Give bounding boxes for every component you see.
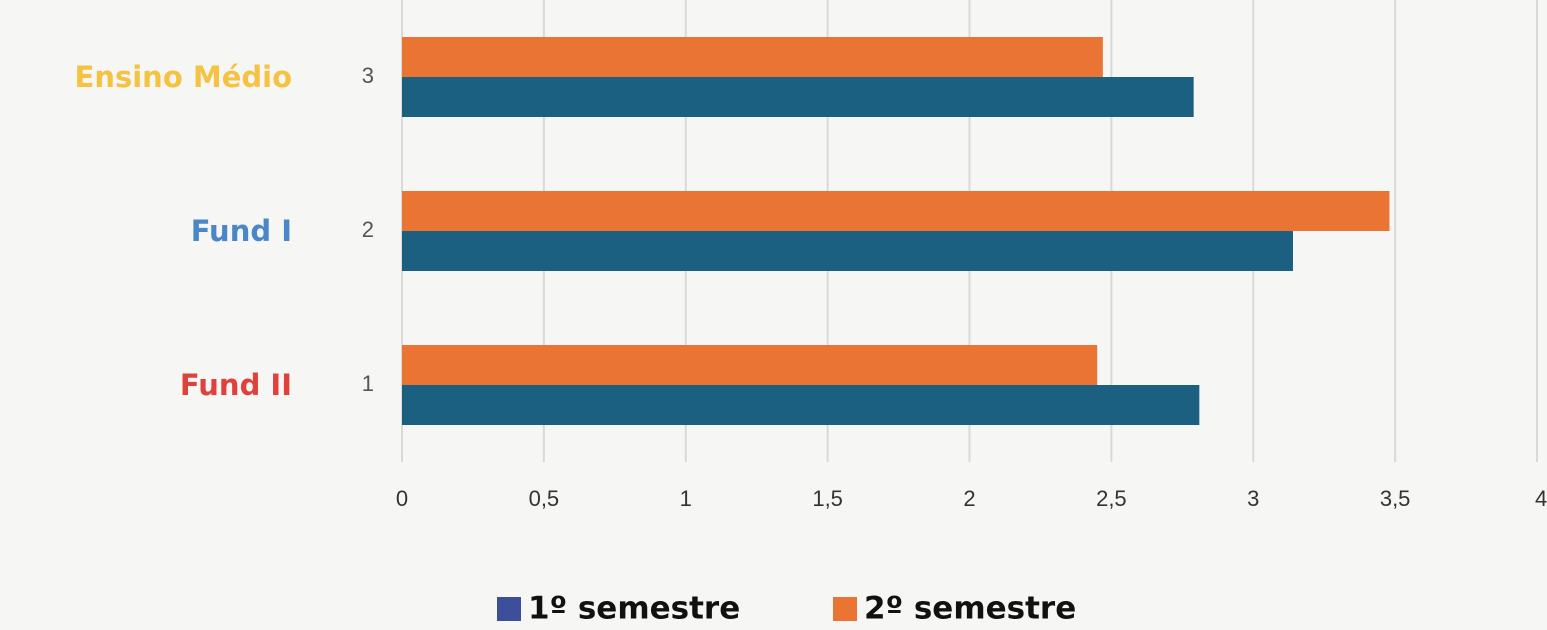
legend-swatch — [833, 597, 857, 621]
x-tick-label: 2 — [963, 486, 975, 511]
x-tick-label: 0,5 — [529, 486, 560, 511]
legend-label: 2º semestre — [864, 591, 1076, 627]
bar — [402, 191, 1390, 231]
x-tick-label: 4 — [1535, 486, 1547, 511]
bar — [402, 345, 1098, 385]
bar — [402, 37, 1103, 77]
group-label: Fund II — [180, 368, 292, 402]
x-tick-label: 0 — [396, 486, 408, 511]
legend-label: 1º semestre — [528, 591, 740, 627]
x-tick-label: 1,5 — [812, 486, 843, 511]
x-tick-label: 1 — [680, 486, 692, 511]
x-tick-label: 2,5 — [1096, 486, 1127, 511]
y-tick-label: 3 — [362, 63, 374, 88]
y-tick-label: 1 — [362, 371, 374, 396]
x-tick-label: 3,5 — [1380, 486, 1411, 511]
bar — [402, 231, 1293, 271]
legend-swatch — [497, 597, 521, 621]
y-tick-label: 2 — [362, 217, 374, 242]
group-label: Fund I — [191, 214, 292, 248]
x-tick-label: 3 — [1247, 486, 1259, 511]
bar — [402, 385, 1200, 425]
bar — [402, 77, 1194, 117]
group-label: Ensino Médio — [75, 60, 292, 94]
